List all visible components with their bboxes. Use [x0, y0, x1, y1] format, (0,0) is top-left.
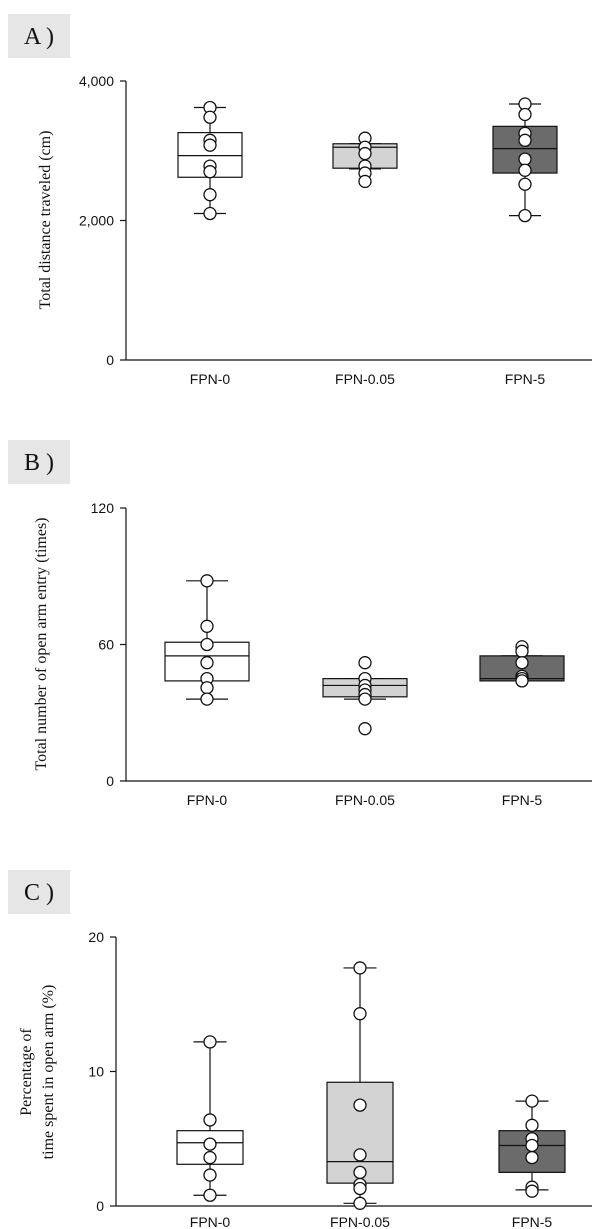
data-point	[200, 574, 214, 588]
y-tick-label: 0	[106, 773, 114, 789]
data-point	[525, 1118, 539, 1132]
data-point	[200, 692, 214, 706]
data-point	[203, 165, 217, 179]
data-point	[203, 1188, 217, 1202]
data-point	[518, 133, 532, 147]
panel-tag-background	[8, 440, 70, 484]
x-category-label: FPN-0.05	[335, 792, 395, 808]
y-axis-title-line: Percentage of	[18, 1028, 35, 1116]
data-point	[525, 1094, 539, 1108]
data-point	[200, 656, 214, 670]
data-point	[358, 146, 372, 161]
data-point	[203, 1113, 217, 1127]
data-point	[353, 1165, 367, 1180]
data-point	[203, 138, 217, 152]
panel-a: A ) 0 2,000 4,000 Total distance traveled (c…	[8, 14, 592, 387]
data-point	[358, 692, 372, 706]
x-category-label: FPN-5	[505, 371, 546, 387]
y-tick-label: 2,000	[79, 213, 114, 229]
x-category-label: FPN-0	[190, 1214, 231, 1229]
panel-tag: A )	[24, 24, 54, 50]
data-point	[200, 619, 214, 633]
data-point	[358, 722, 372, 736]
x-category-label: FPN-0	[187, 792, 228, 808]
data-point	[200, 681, 214, 695]
data-point	[518, 152, 532, 166]
data-point	[203, 1137, 217, 1151]
data-point	[200, 637, 214, 652]
x-category-label: FPN-0	[190, 371, 231, 387]
data-point	[203, 110, 217, 124]
y-tick-label: 60	[98, 637, 114, 653]
data-point	[515, 644, 529, 658]
data-point	[518, 107, 532, 122]
y-axis-title-line: time spent in open arm (%)	[40, 985, 57, 1160]
data-point	[518, 177, 532, 191]
panel-b: B ) 0 60 120 Total number of open arm entry …	[8, 440, 592, 808]
panel-c: C ) 0 10 20 Percentage of time spent in open …	[8, 870, 592, 1229]
data-point	[203, 188, 217, 202]
data-point	[518, 208, 532, 223]
y-tick-label: 10	[88, 1064, 104, 1080]
data-point	[515, 674, 529, 688]
panel-tag-background	[8, 870, 70, 914]
data-point	[353, 1196, 367, 1210]
data-point	[353, 961, 367, 975]
x-category-label: FPN-0.05	[330, 1214, 390, 1229]
data-point	[353, 1181, 367, 1196]
data-point	[203, 1035, 217, 1049]
y-tick-label: 4,000	[79, 73, 114, 89]
data-point	[515, 656, 529, 670]
data-point	[525, 1184, 539, 1198]
y-tick-label: 0	[96, 1198, 104, 1214]
x-category-label: FPN-5	[502, 792, 543, 808]
data-point	[353, 1007, 367, 1021]
y-tick-label: 20	[88, 929, 104, 945]
y-tick-label: 120	[91, 500, 115, 516]
data-point	[203, 1168, 217, 1182]
panel-tag-background	[8, 14, 70, 58]
data-point	[353, 1148, 367, 1162]
x-category-label: FPN-5	[512, 1214, 553, 1229]
data-point	[353, 1098, 367, 1112]
data-point	[358, 656, 372, 670]
data-point	[358, 174, 372, 189]
x-category-label: FPN-0.05	[335, 371, 395, 387]
data-point	[203, 206, 217, 221]
y-axis-title: Total distance traveled (cm)	[37, 131, 54, 310]
y-axis-title: Total number of open arm entry (times)	[33, 517, 50, 770]
data-point	[525, 1150, 539, 1165]
data-point	[525, 1138, 539, 1153]
data-point	[518, 163, 532, 177]
data-point	[203, 1150, 217, 1165]
panel-tag: C )	[24, 880, 54, 906]
y-tick-label: 0	[106, 352, 114, 368]
panel-tag: B )	[24, 450, 54, 476]
